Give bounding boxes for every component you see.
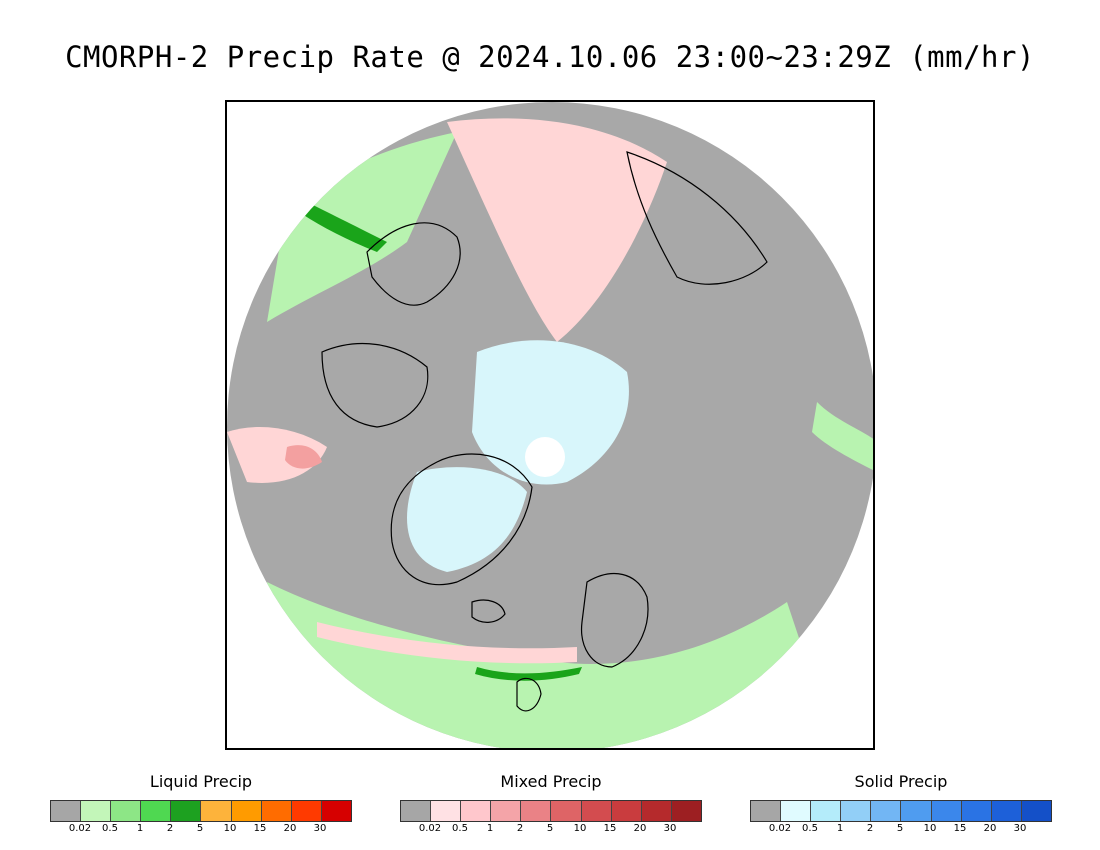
tick-labels: 0.02 0.5 1 2 5 10 15 20 30 [50, 823, 352, 837]
scandinavia-coast [580, 573, 649, 668]
legend-swatch [81, 801, 112, 821]
legend-tick-label: 15 [253, 823, 267, 834]
legend-swatch [521, 801, 552, 821]
legend-title: Liquid Precip [149, 772, 253, 791]
legend-tick-label: 10 [573, 823, 587, 834]
mixed-precip-atlantic [317, 622, 577, 664]
legend-swatch [201, 801, 232, 821]
legend-tick-label: 10 [923, 823, 937, 834]
legend-swatch [901, 801, 932, 821]
legend-swatch [461, 801, 492, 821]
canada-arctic-coast [321, 342, 429, 428]
legend-tick-label: 1 [486, 823, 494, 834]
legend-tick-label: 0.5 [452, 823, 468, 834]
legend-tick-label: 0.02 [768, 823, 792, 834]
tick-labels: 0.02 0.5 1 2 5 10 15 20 30 [750, 823, 1052, 837]
liquid-band-west [267, 132, 457, 322]
legend-swatch [671, 801, 701, 821]
mixed-precip-legend: Mixed Precip 0.02 0.5 1 2 5 10 15 20 30 [400, 772, 702, 837]
legend-tick-label: 0.02 [68, 823, 92, 834]
legend-tick-label: 2 [166, 823, 174, 834]
precip-field [227, 102, 873, 748]
color-scale [400, 800, 702, 822]
precip-map [227, 102, 873, 748]
solid-precip-arctic [472, 340, 629, 485]
legend-swatch [431, 801, 462, 821]
legend-swatch [231, 801, 262, 821]
legend-tick-label: 2 [866, 823, 874, 834]
solid-precip-legend: Solid Precip 0.02 0.5 1 2 5 10 15 20 30 [750, 772, 1052, 837]
legend-tick-label: 0.5 [102, 823, 118, 834]
legend-tick-label: 30 [1013, 823, 1027, 834]
legend-swatch [811, 801, 842, 821]
legend-swatch [871, 801, 902, 821]
legend-tick-label: 1 [836, 823, 844, 834]
legend-title: Mixed Precip [500, 772, 602, 791]
legend-tick-label: 1 [136, 823, 144, 834]
liquid-band-south [267, 582, 807, 748]
legend-tick-label: 15 [603, 823, 617, 834]
legend-swatch [171, 801, 202, 821]
siberia-coast [626, 151, 768, 285]
legend-swatch [291, 801, 322, 821]
legend-swatch [401, 801, 432, 821]
uk-coast [516, 677, 542, 712]
legend-tick-label: 0.5 [802, 823, 818, 834]
mixed-precip-core [285, 445, 322, 469]
tick-labels: 0.02 0.5 1 2 5 10 15 20 30 [400, 823, 702, 837]
legend-swatch [641, 801, 672, 821]
legend-swatch [261, 801, 292, 821]
map-title: CMORPH-2 Precip Rate @ 2024.10.06 23:00~… [65, 40, 1035, 74]
legend-tick-label: 2 [516, 823, 524, 834]
liquid-heavy-west [302, 202, 387, 252]
polar-map-panel [225, 100, 875, 750]
legend-tick-label: 20 [983, 823, 997, 834]
color-scale [750, 800, 1052, 822]
legend-swatch [141, 801, 172, 821]
legend-tick-label: 5 [196, 823, 204, 834]
legend-tick-label: 30 [663, 823, 677, 834]
legend-tick-label: 15 [953, 823, 967, 834]
legend-swatch [581, 801, 612, 821]
liquid-heavy-south [475, 667, 582, 681]
legend-swatch [111, 801, 142, 821]
liquid-band-east [812, 402, 873, 472]
legend-swatch [1021, 801, 1051, 821]
legend-swatch [321, 801, 351, 821]
legend-swatch [961, 801, 992, 821]
legend-tick-label: 0.02 [418, 823, 442, 834]
legend-swatch [551, 801, 582, 821]
mixed-precip-westcoast [227, 427, 327, 483]
solid-precip-greenland [407, 467, 527, 572]
pole-data-gap [525, 437, 565, 477]
coastlines [321, 151, 768, 712]
iceland-coast [471, 599, 506, 623]
liquid-precip-legend: Liquid Precip 0.02 0.5 1 2 5 10 15 20 30 [50, 772, 352, 837]
legend-tick-label: 30 [313, 823, 327, 834]
legend-swatch [781, 801, 812, 821]
legend-swatch [751, 801, 782, 821]
legend-tick-label: 10 [223, 823, 237, 834]
alaska-coast [366, 222, 461, 306]
legend-swatch [51, 801, 82, 821]
legend-title: Solid Precip [854, 772, 948, 791]
legend-swatch [491, 801, 522, 821]
legend-tick-label: 20 [283, 823, 297, 834]
greenland-coast [390, 453, 533, 586]
legend-swatch [931, 801, 962, 821]
legend-tick-label: 20 [633, 823, 647, 834]
mixed-precip-pacific [447, 118, 667, 342]
legend-tick-label: 5 [896, 823, 904, 834]
legend-tick-label: 5 [546, 823, 554, 834]
legend-swatch [991, 801, 1022, 821]
color-scale [50, 800, 352, 822]
legend-swatch [611, 801, 642, 821]
legend-swatch [841, 801, 872, 821]
